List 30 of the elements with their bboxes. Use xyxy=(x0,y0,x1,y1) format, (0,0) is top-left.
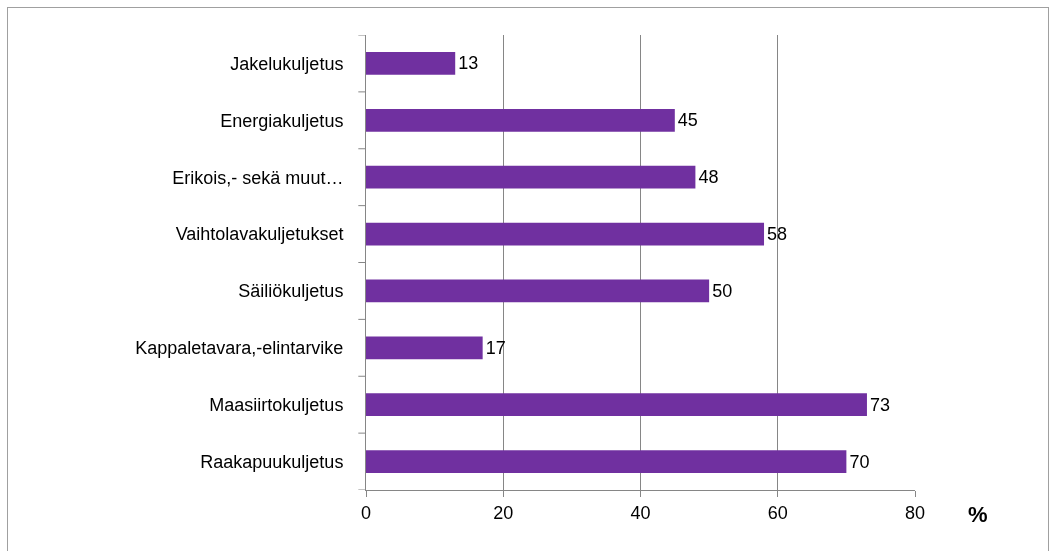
bar xyxy=(366,52,456,75)
data-label: 73 xyxy=(869,394,890,415)
data-label: 50 xyxy=(712,280,733,301)
data-label: 48 xyxy=(698,167,719,188)
data-label: 17 xyxy=(485,337,506,358)
bar xyxy=(366,279,710,303)
y-tick-label: Raakapuukuljetus xyxy=(200,451,344,472)
x-tick-label: 20 xyxy=(493,502,514,523)
x-tick-label: 40 xyxy=(630,502,651,523)
y-tick-label: Erikois,- sekä muut… xyxy=(172,167,344,188)
x-tick-label: 80 xyxy=(904,502,926,523)
y-tick-label: Säiliökuljetus xyxy=(238,281,344,302)
bar xyxy=(366,222,765,246)
y-tick-label: Jakelukuljetus xyxy=(230,53,344,74)
data-label: 58 xyxy=(767,224,788,245)
bar xyxy=(366,450,847,473)
bar xyxy=(366,108,675,132)
y-tick-label: Energiakuljetus xyxy=(220,110,344,131)
x-axis-title: % xyxy=(968,502,988,527)
data-label: 70 xyxy=(849,451,870,472)
bar xyxy=(366,336,483,360)
bar xyxy=(366,393,867,417)
bar xyxy=(366,165,696,189)
y-tick-label: Vaihtolavakuljetukset xyxy=(175,224,344,245)
y-tick-label: Kappaletavara,-elintarvike xyxy=(135,338,344,359)
x-tick-label: 60 xyxy=(767,502,788,523)
data-label: 13 xyxy=(458,53,479,74)
x-tick-label: 0 xyxy=(360,502,372,523)
data-label: 45 xyxy=(677,110,698,131)
y-tick-label: Maasiirtokuljetus xyxy=(209,394,344,415)
